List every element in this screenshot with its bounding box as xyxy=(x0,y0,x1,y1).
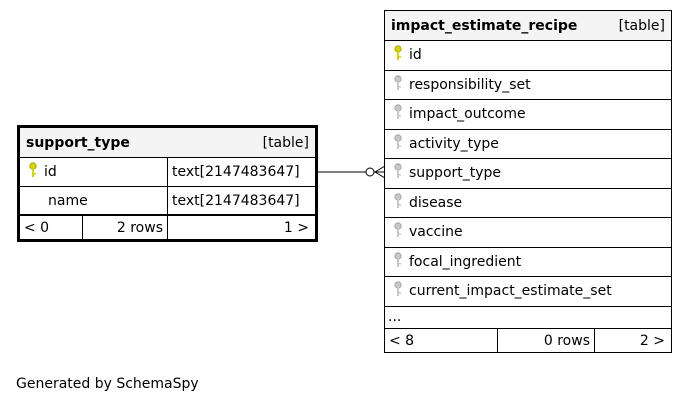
column-name-cell: name xyxy=(20,187,168,214)
impact-estimate-recipe-table[interactable]: impact_estimate_recipe [table] id respon… xyxy=(384,10,672,353)
foreign-key-icon xyxy=(393,75,403,95)
column-row: activity_type xyxy=(385,130,671,159)
column-row: id text[2147483647] xyxy=(20,158,315,187)
column-type: text[2147483647] xyxy=(172,192,300,209)
column-name-cell: id xyxy=(20,158,168,186)
foreign-key-icon xyxy=(393,193,403,213)
column-name: id xyxy=(409,47,422,64)
column-name: support_type xyxy=(409,165,502,182)
column-name: responsibility_set xyxy=(409,76,531,93)
table-footer: < 8 0 rows 2 > xyxy=(385,329,671,352)
column-row: responsibility_set xyxy=(385,71,671,100)
column-name-cell: vaccine xyxy=(393,218,463,247)
column-row: support_type xyxy=(385,159,671,189)
foreign-key-icon xyxy=(393,252,403,272)
ellipsis-row: ... xyxy=(385,307,671,329)
parents-count[interactable]: < 0 xyxy=(20,216,83,239)
column-name-cell: id xyxy=(393,41,422,70)
column-name-cell: disease xyxy=(393,189,462,218)
foreign-key-icon xyxy=(393,134,403,154)
crows-foot-upper xyxy=(374,165,386,173)
foreign-key-icon xyxy=(393,104,403,124)
children-count[interactable]: 1 > xyxy=(283,219,309,236)
parents-count[interactable]: < 8 xyxy=(385,329,498,352)
row-count: 2 rows xyxy=(83,216,168,239)
column-row: vaccine xyxy=(385,218,671,248)
column-row: current_impact_estimate_set xyxy=(385,277,671,307)
row-count: 0 rows xyxy=(498,329,595,352)
column-name: impact_outcome xyxy=(409,106,526,123)
column-name: focal_ingredient xyxy=(409,253,522,270)
table-header: support_type [table] xyxy=(20,128,315,158)
foreign-key-icon xyxy=(393,222,403,242)
table-header: impact_estimate_recipe [table] xyxy=(385,11,671,41)
column-name: activity_type xyxy=(409,135,499,152)
support-type-table[interactable]: support_type [table] id text[2147483647]… xyxy=(17,125,318,242)
zero-optional-marker xyxy=(365,167,375,177)
column-row: impact_outcome xyxy=(385,100,671,130)
table-name: support_type xyxy=(26,134,130,151)
foreign-key-icon xyxy=(393,281,403,301)
column-row: name text[2147483647] xyxy=(20,187,315,216)
column-name: id xyxy=(44,164,57,180)
primary-key-icon xyxy=(28,162,38,182)
column-name: vaccine xyxy=(409,224,463,241)
ellipsis: ... xyxy=(388,309,402,326)
crows-foot-lower xyxy=(374,171,386,179)
table-name: impact_estimate_recipe xyxy=(391,17,578,34)
column-name: current_impact_estimate_set xyxy=(409,283,612,300)
foreign-key-icon xyxy=(393,163,403,183)
column-name-cell: activity_type xyxy=(393,130,499,159)
table-kind: [table] xyxy=(618,17,665,34)
column-name: disease xyxy=(409,194,463,211)
column-name-cell: impact_outcome xyxy=(393,100,526,129)
column-row: focal_ingredient xyxy=(385,248,671,277)
table-kind: [table] xyxy=(262,134,309,151)
column-row: disease xyxy=(385,189,671,218)
primary-key-icon xyxy=(393,45,403,65)
column-name-cell: focal_ingredient xyxy=(393,248,521,277)
column-name-cell: current_impact_estimate_set xyxy=(393,277,612,306)
column-row: id xyxy=(385,41,671,71)
column-name: name xyxy=(48,192,88,209)
generated-by-note: Generated by SchemaSpy xyxy=(16,376,199,392)
column-type: text[2147483647] xyxy=(172,164,300,180)
children-count[interactable]: 2 > xyxy=(639,332,665,349)
column-name-cell: support_type xyxy=(393,159,501,188)
column-name-cell: responsibility_set xyxy=(393,71,531,100)
table-footer: < 0 2 rows 1 > xyxy=(20,216,315,239)
